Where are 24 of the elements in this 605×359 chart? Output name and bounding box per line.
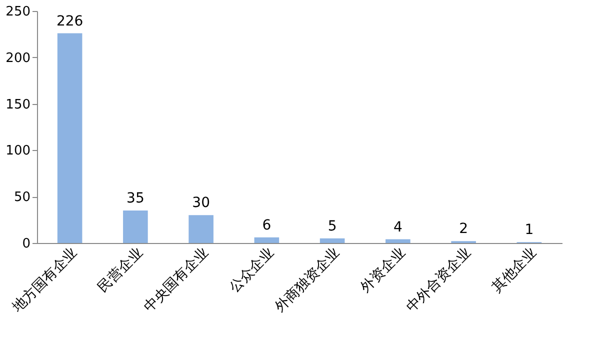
data-label: 35 xyxy=(126,190,144,207)
x-tick-label: 民营企业 xyxy=(95,244,146,296)
x-tick-label: 其他企业 xyxy=(488,244,540,296)
data-label: 1 xyxy=(524,222,534,238)
data-label: 4 xyxy=(393,219,402,236)
data-label: 6 xyxy=(262,217,272,234)
y-tick-label: 150 xyxy=(6,97,30,112)
bar xyxy=(57,33,82,243)
x-tick-label: 公众企业 xyxy=(226,244,278,296)
bar xyxy=(386,239,410,243)
bar xyxy=(320,238,345,243)
y-tick-label: 0 xyxy=(22,236,30,252)
bar xyxy=(123,210,148,243)
data-label: 5 xyxy=(328,218,337,234)
y-tick-label: 100 xyxy=(6,144,30,159)
bar xyxy=(188,215,214,243)
x-tick-label: 外资企业 xyxy=(358,244,409,296)
y-tick-label: 50 xyxy=(14,190,30,206)
data-label: 2 xyxy=(459,221,468,238)
y-tick-label: 250 xyxy=(6,4,30,20)
data-label: 30 xyxy=(192,195,210,212)
y-tick-label: 200 xyxy=(6,50,30,66)
bar xyxy=(254,237,280,243)
data-label: 226 xyxy=(56,13,84,30)
